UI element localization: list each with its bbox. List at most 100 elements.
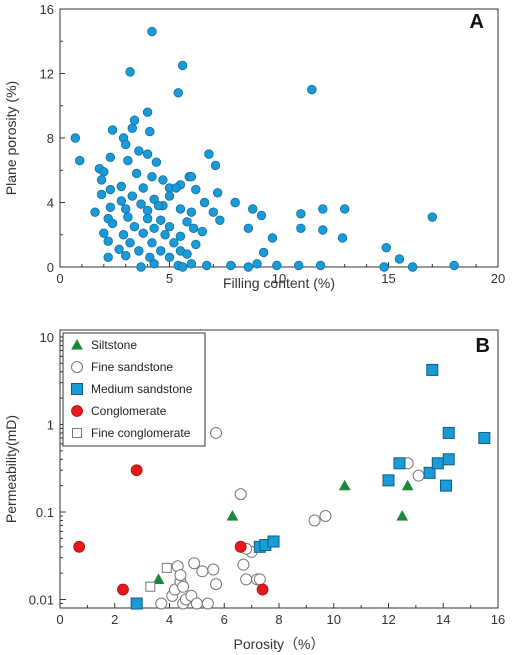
panel-b-xlabel: Porosity（%） (233, 636, 324, 652)
panel-a-data-point (147, 171, 157, 182)
point-medium-sandstone (442, 453, 455, 466)
panel-a-xlabel: Filling content (%) (223, 275, 335, 291)
panel-a-data-point (199, 197, 210, 208)
panel-a-data-point (267, 233, 278, 243)
panel-a-data-point (156, 215, 166, 225)
panel-a-data-point (248, 204, 258, 214)
panel-a-data-point (188, 223, 199, 234)
point-siltstone (401, 479, 414, 491)
panel-a-data-point (407, 262, 418, 272)
panel-a-data-point (134, 146, 144, 156)
panel-a-xtick-label: 5 (166, 271, 173, 286)
legend-marker-siltstone (71, 338, 83, 350)
panel-a-data-point (99, 167, 109, 177)
panel-a-data-point (129, 221, 140, 232)
point-fine-sandstone (174, 569, 187, 582)
panel-a-data-point (296, 209, 306, 219)
panel-a-data-point (164, 252, 175, 263)
point-siltstone (152, 573, 165, 584)
panel-a-data-point (186, 207, 197, 217)
panel-a-data-point (75, 155, 85, 166)
legend-label-fine-sandstone: Fine sandstone (91, 360, 173, 374)
panel-a-data-point (215, 215, 225, 225)
legend-box (62, 332, 206, 447)
panel-a-data-point (379, 262, 389, 272)
panel-a-ytick-label: 16 (40, 2, 54, 17)
panel-a-data-point (127, 123, 137, 134)
panel-a-data-point (142, 107, 153, 117)
legend-marker-conglomerate (71, 405, 83, 417)
panel-a-data-point (103, 252, 113, 263)
panel-a-data-point (252, 259, 262, 269)
point-fine-sandstone (319, 509, 332, 522)
panel-a-data-point (138, 228, 148, 238)
panel-a-data-point (153, 201, 164, 211)
point-fine-sandstone (240, 573, 253, 586)
panel-b-xtick-label: 10 (327, 612, 341, 627)
panel-a-data-point (160, 230, 170, 240)
point-fine-sandstone (237, 558, 250, 571)
panel-b-xtick-label: 14 (436, 612, 450, 627)
panel-a-data-point (294, 260, 304, 271)
panel-a-data-point (118, 230, 129, 240)
panel-a-data-point (142, 205, 153, 216)
legend-marker-medium-sandstone (71, 383, 83, 395)
panel-a-ylabel: Plane porosity (%) (3, 81, 19, 195)
panel-b-xtick-label: 12 (381, 612, 395, 627)
panel-a-data-point (96, 189, 107, 200)
panel-a-data-point (318, 204, 328, 214)
panel-a-data-point (243, 262, 254, 272)
panel-a-data-point (145, 252, 155, 263)
panel-a-data-point (210, 160, 221, 171)
panel-a-data-point (175, 231, 186, 242)
panel-a-data-point (175, 204, 186, 214)
panel-a-data-point (381, 242, 392, 253)
point-fine-sandstone (253, 573, 266, 586)
point-medium-sandstone (423, 466, 436, 479)
point-fine-sandstone (210, 578, 223, 591)
point-conglomerate (130, 464, 143, 477)
panel-a-data-point (105, 184, 116, 195)
panel-b-ylabel: Permeability(mD) (3, 415, 19, 523)
panel-b-xtick-label: 6 (221, 612, 228, 627)
panel-a-data-point (226, 260, 236, 271)
panel-b-ytick-label: 0.01 (29, 593, 54, 608)
panel-a-data-point (142, 213, 153, 224)
legend-label-siltstone: Siltstone (91, 338, 137, 352)
point-medium-sandstone (130, 597, 143, 610)
point-fine-sandstone (210, 426, 223, 439)
point-medium-sandstone (426, 363, 439, 376)
panel-a-data-point (142, 149, 153, 159)
panel-a-data-point (70, 133, 81, 143)
panel-a-data-point (158, 175, 168, 185)
point-fine-sandstone (155, 597, 168, 610)
panel-a-xtick-label: 0 (56, 271, 63, 286)
panel-a-data-point (99, 228, 109, 238)
point-medium-sandstone (267, 535, 280, 548)
panel-a-data-point (182, 217, 192, 227)
panel-b-xtick-label: 16 (491, 612, 505, 627)
point-conglomerate (117, 583, 129, 596)
point-fine-sandstone (177, 580, 190, 593)
point-medium-sandstone (382, 474, 395, 487)
point-conglomerate (73, 540, 86, 553)
panel-a-data-point (208, 207, 219, 217)
panel-a-data-point (258, 247, 269, 258)
point-medium-sandstone (478, 432, 491, 445)
point-fine-sandstone (188, 557, 201, 570)
panel-a-data-point (315, 260, 326, 271)
panel-a-data-point (191, 239, 201, 250)
panel-a-data-point (125, 238, 135, 248)
panel-a-points (70, 26, 459, 272)
point-siltstone (338, 479, 351, 491)
panel-a-data-point (107, 125, 118, 135)
panel-b: 0 2 4 6 8 10 12 14 16 0.01 0.1 1 10 B Siltstone Fine… (3, 329, 505, 652)
panel-a-data-point (296, 223, 306, 234)
panel-a-data-point (123, 212, 133, 222)
point-medium-sandstone (439, 479, 452, 492)
panel-b-frame (59, 329, 499, 609)
panel-a-data-point (129, 115, 140, 125)
point-medium-sandstone (442, 426, 455, 439)
panel-a-data-point (138, 183, 148, 193)
panel-a-data-point (147, 238, 157, 248)
